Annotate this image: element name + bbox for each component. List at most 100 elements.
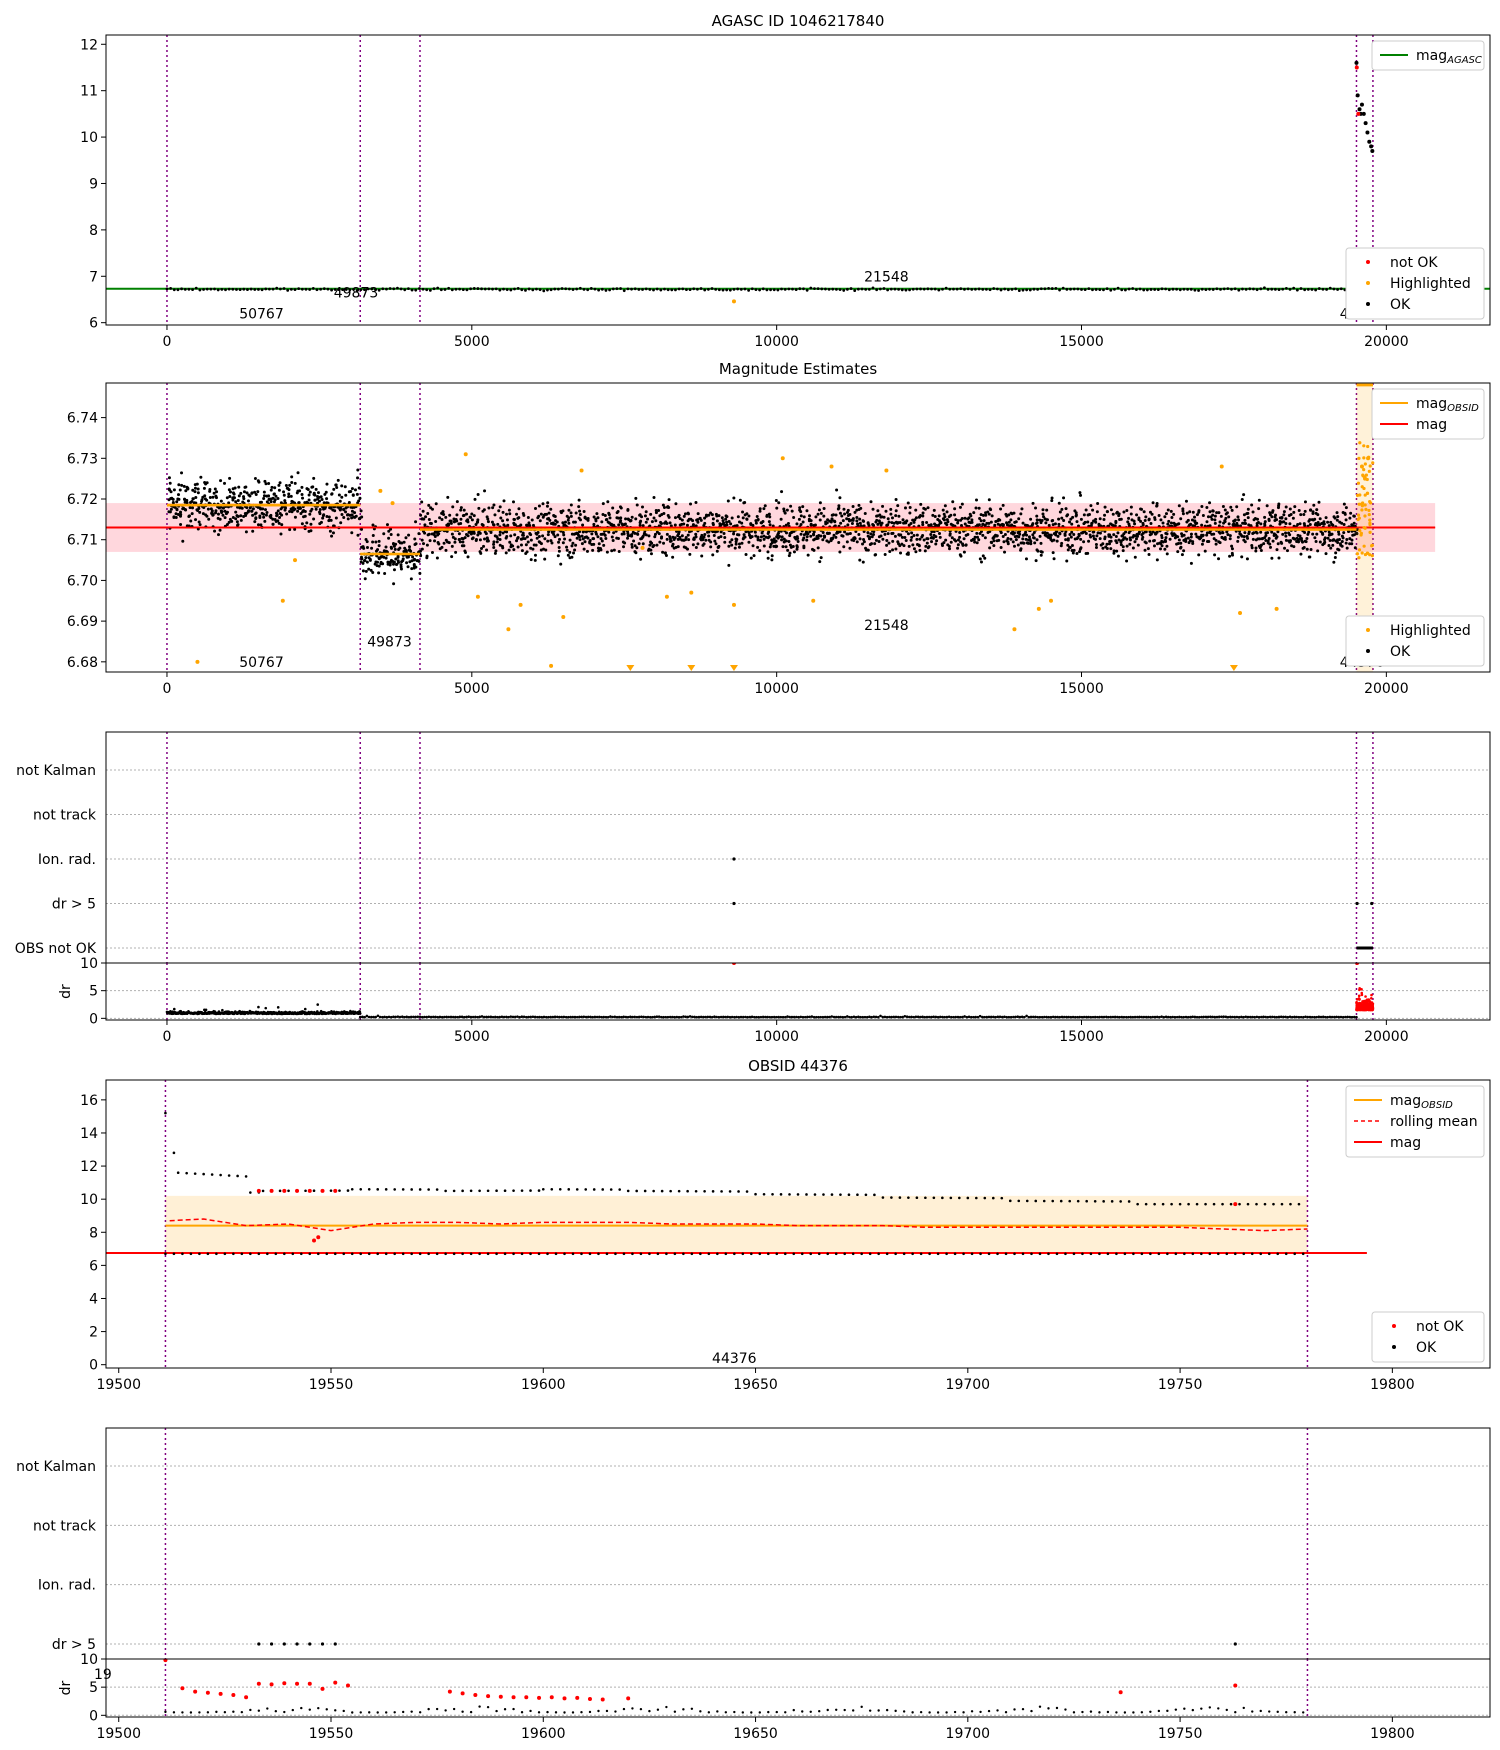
data-point <box>767 535 771 539</box>
data-point <box>1049 598 1054 603</box>
data-point <box>386 560 390 564</box>
data-point <box>1159 518 1163 522</box>
data-point <box>952 287 955 291</box>
data-point <box>655 1015 659 1018</box>
data-point <box>1195 1015 1199 1019</box>
data-point <box>1264 538 1268 542</box>
data-point <box>741 510 745 514</box>
data-point <box>573 1015 577 1019</box>
data-point <box>185 501 189 505</box>
data-point <box>756 538 760 542</box>
data-point <box>841 519 845 523</box>
data-point <box>1148 510 1152 514</box>
data-point <box>374 540 378 544</box>
data-point <box>1204 288 1208 292</box>
data-point <box>1331 523 1335 527</box>
data-point <box>501 546 505 550</box>
data-point <box>1224 1015 1228 1019</box>
data-point <box>596 535 600 539</box>
data-point <box>202 288 205 291</box>
data-point <box>1035 514 1039 518</box>
data-point <box>196 491 200 495</box>
data-point <box>861 542 865 546</box>
data-point <box>1176 542 1180 546</box>
data-point <box>780 490 784 494</box>
data-point <box>520 549 524 553</box>
data-point <box>1363 552 1368 557</box>
data-point <box>1158 1015 1161 1019</box>
data-point <box>324 490 328 494</box>
data-point <box>722 1015 725 1019</box>
data-point <box>770 558 774 562</box>
plot-area <box>106 963 1490 1020</box>
data-point <box>886 288 890 292</box>
data-point <box>1091 508 1095 512</box>
data-point <box>496 537 500 541</box>
data-point <box>512 517 516 521</box>
data-point <box>465 512 469 516</box>
data-point <box>506 523 510 527</box>
data-point <box>783 511 787 515</box>
data-point <box>1014 520 1018 524</box>
data-point <box>392 560 396 564</box>
data-point <box>578 535 582 539</box>
data-point <box>418 1015 422 1019</box>
data-point <box>1054 1015 1057 1019</box>
data-point <box>696 518 700 522</box>
data-point <box>914 516 918 520</box>
data-point <box>543 537 547 541</box>
data-point <box>817 508 821 512</box>
data-point <box>175 508 179 512</box>
data-point <box>169 490 173 494</box>
data-point <box>832 1015 836 1019</box>
data-point <box>394 557 398 561</box>
data-point <box>732 287 736 291</box>
data-point <box>323 506 327 510</box>
data-point <box>225 523 229 527</box>
data-point <box>939 521 943 525</box>
data-point <box>513 533 517 537</box>
data-point <box>420 1015 424 1019</box>
y-tick-label: 6.71 <box>67 533 98 549</box>
data-point <box>416 1015 420 1019</box>
data-point <box>855 516 859 520</box>
data-point <box>1364 995 1367 998</box>
data-point <box>784 545 788 549</box>
data-point <box>454 1015 457 1019</box>
data-point <box>751 523 755 527</box>
data-point <box>1227 515 1231 519</box>
data-point <box>1238 532 1242 536</box>
data-point <box>953 507 957 511</box>
data-point <box>1153 288 1157 291</box>
data-point <box>1238 610 1243 615</box>
y-tick-label: 11 <box>80 84 98 100</box>
data-point <box>1292 545 1296 549</box>
data-point <box>788 551 792 555</box>
data-point <box>649 512 653 516</box>
data-point <box>646 517 650 521</box>
data-point <box>339 521 343 525</box>
data-point <box>831 513 835 517</box>
data-point <box>313 498 317 502</box>
data-point <box>371 571 375 575</box>
data-point <box>455 513 459 517</box>
data-point <box>1159 547 1163 551</box>
data-point <box>938 1015 942 1019</box>
data-point <box>1200 287 1204 291</box>
data-point <box>174 515 178 519</box>
data-point <box>609 1015 612 1018</box>
data-point <box>862 540 866 544</box>
data-point <box>1020 1015 1024 1019</box>
data-point <box>230 519 234 523</box>
data-point <box>842 507 846 511</box>
data-point <box>1210 517 1214 521</box>
obsid-label: 50767 <box>239 306 284 322</box>
data-point <box>420 538 424 542</box>
data-point <box>427 503 431 507</box>
data-point <box>361 569 365 573</box>
data-point <box>1251 537 1255 541</box>
data-point <box>757 1015 761 1019</box>
data-point <box>451 505 455 509</box>
data-point <box>361 1015 364 1019</box>
data-point <box>1213 514 1217 518</box>
